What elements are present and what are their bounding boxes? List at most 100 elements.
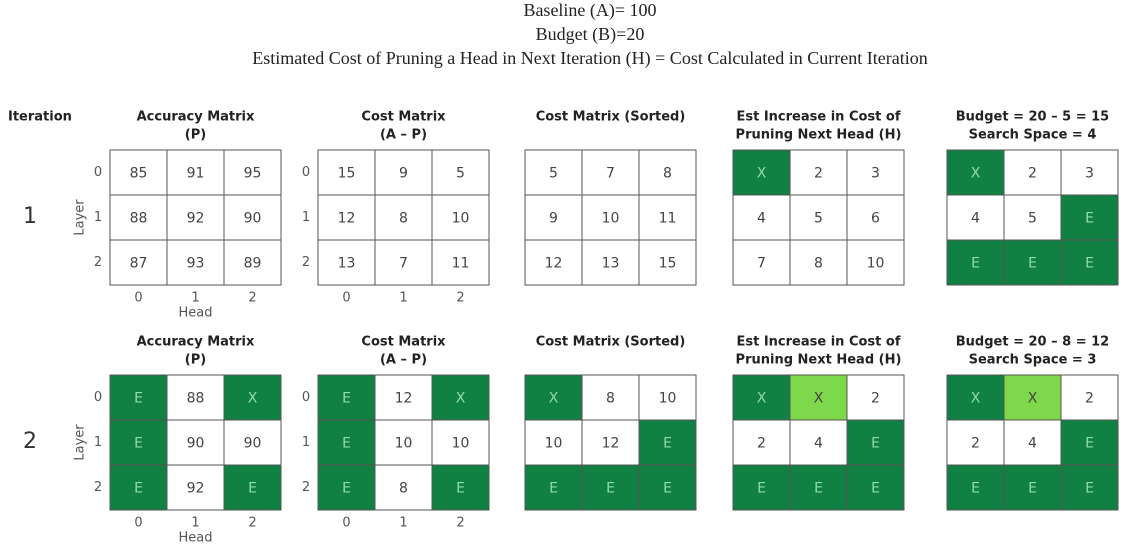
cell-value: 8 xyxy=(814,256,823,272)
matrix-cell xyxy=(374,239,433,286)
matrix-cell xyxy=(374,194,433,241)
matrix-cell xyxy=(317,239,376,286)
matrix-cell xyxy=(166,374,225,421)
matrix-cell xyxy=(732,239,791,286)
cell-value: 4 xyxy=(971,211,980,227)
matrix-cell xyxy=(317,464,376,511)
cell-value: 5 xyxy=(1028,211,1037,227)
cell-value: 10 xyxy=(659,391,677,407)
cell-value: X xyxy=(971,391,981,407)
matrix-cell xyxy=(638,464,697,511)
matrix-cell xyxy=(223,419,282,466)
col-label: 0 xyxy=(134,291,142,306)
matrix-cell xyxy=(166,239,225,286)
matrix-cell xyxy=(846,419,905,466)
col-label: 2 xyxy=(248,291,256,306)
cell-value: E xyxy=(814,481,823,497)
cell-value: 88 xyxy=(187,391,205,407)
cell-value: E xyxy=(1085,436,1094,452)
matrix-cell xyxy=(638,374,697,421)
cell-value: 2 xyxy=(971,436,980,452)
matrix-cell xyxy=(946,374,1005,421)
row-label: 0 xyxy=(94,165,102,180)
matrix-cell xyxy=(638,149,697,196)
matrix-cell xyxy=(223,374,282,421)
matrix-cell xyxy=(166,464,225,511)
cell-value: 8 xyxy=(663,166,672,182)
matrix-cell xyxy=(846,149,905,196)
matrix-title: Accuracy Matrix xyxy=(137,110,255,125)
cell-value: 89 xyxy=(244,256,262,272)
cell-value: X xyxy=(549,391,559,407)
cell-value: 4 xyxy=(1028,436,1037,452)
matrix-title: Budget = 20 – 8 = 12 xyxy=(956,335,1109,350)
cell-value: 12 xyxy=(545,256,563,272)
col-label: 0 xyxy=(134,516,142,531)
col-label: 1 xyxy=(191,516,199,531)
cell-value: 10 xyxy=(395,436,413,452)
matrix-cell xyxy=(223,149,282,196)
row-axis-label: Layer xyxy=(73,424,88,461)
matrix-title: Cost Matrix xyxy=(361,335,446,350)
cell-value: 10 xyxy=(545,436,563,452)
matrix-cell xyxy=(789,149,848,196)
cell-value: 90 xyxy=(244,211,262,227)
matrix-title: (P) xyxy=(185,353,206,368)
matrix-cell xyxy=(789,239,848,286)
matrix-cell xyxy=(431,239,490,286)
matrix-cell xyxy=(166,419,225,466)
cell-value: E xyxy=(871,436,880,452)
cell-value: 8 xyxy=(606,391,615,407)
matrix-title: Est Increase in Cost of xyxy=(736,335,900,350)
cell-value: 92 xyxy=(187,211,205,227)
header-line: Budget (B)=20 xyxy=(536,24,645,45)
cell-value: 12 xyxy=(395,391,413,407)
cell-value: 9 xyxy=(549,211,558,227)
matrix-title: Est Increase in Cost of xyxy=(736,110,900,125)
matrix-cell xyxy=(524,374,583,421)
cell-value: 10 xyxy=(452,211,470,227)
cell-value: 12 xyxy=(338,211,356,227)
cell-value: 87 xyxy=(130,256,148,272)
cell-value: 90 xyxy=(244,436,262,452)
col-label: 2 xyxy=(456,516,464,531)
cell-value: 10 xyxy=(452,436,470,452)
cell-value: E xyxy=(134,391,143,407)
cell-value: X xyxy=(1028,391,1038,407)
header-line: Estimated Cost of Pruning a Head in Next… xyxy=(252,48,928,69)
cell-value: 6 xyxy=(871,211,880,227)
matrix-cell xyxy=(946,419,1005,466)
matrix-cell xyxy=(638,194,697,241)
cell-value: E xyxy=(663,436,672,452)
cell-value: 90 xyxy=(187,436,205,452)
cell-value: 88 xyxy=(130,211,148,227)
cell-value: 92 xyxy=(187,481,205,497)
cell-value: X xyxy=(971,166,981,182)
matrix-title: Pruning Next Head (H) xyxy=(736,353,902,368)
matrix-cell xyxy=(109,149,168,196)
matrix-cell xyxy=(1003,374,1062,421)
matrix-cell xyxy=(1060,149,1119,196)
col-label: 1 xyxy=(191,291,199,306)
col-label: 1 xyxy=(399,516,407,531)
header-line: Baseline (A)= 100 xyxy=(523,0,656,21)
cell-value: 7 xyxy=(757,256,766,272)
col-axis-label: Head xyxy=(179,531,213,546)
cell-value: E xyxy=(757,481,766,497)
cell-value: 15 xyxy=(338,166,356,182)
matrix-cell xyxy=(581,149,640,196)
matrix-cell xyxy=(524,239,583,286)
cell-value: 8 xyxy=(399,481,408,497)
matrix-cell xyxy=(946,149,1005,196)
iteration-number: 1 xyxy=(23,204,37,229)
matrix-cell xyxy=(431,464,490,511)
matrix-cell xyxy=(789,374,848,421)
matrix-title: (A – P) xyxy=(380,128,427,143)
matrix-cell xyxy=(1060,194,1119,241)
matrix-cell xyxy=(581,194,640,241)
cell-value: 5 xyxy=(814,211,823,227)
matrix-cell xyxy=(732,419,791,466)
cell-value: 11 xyxy=(659,211,677,227)
cell-value: X xyxy=(757,166,767,182)
